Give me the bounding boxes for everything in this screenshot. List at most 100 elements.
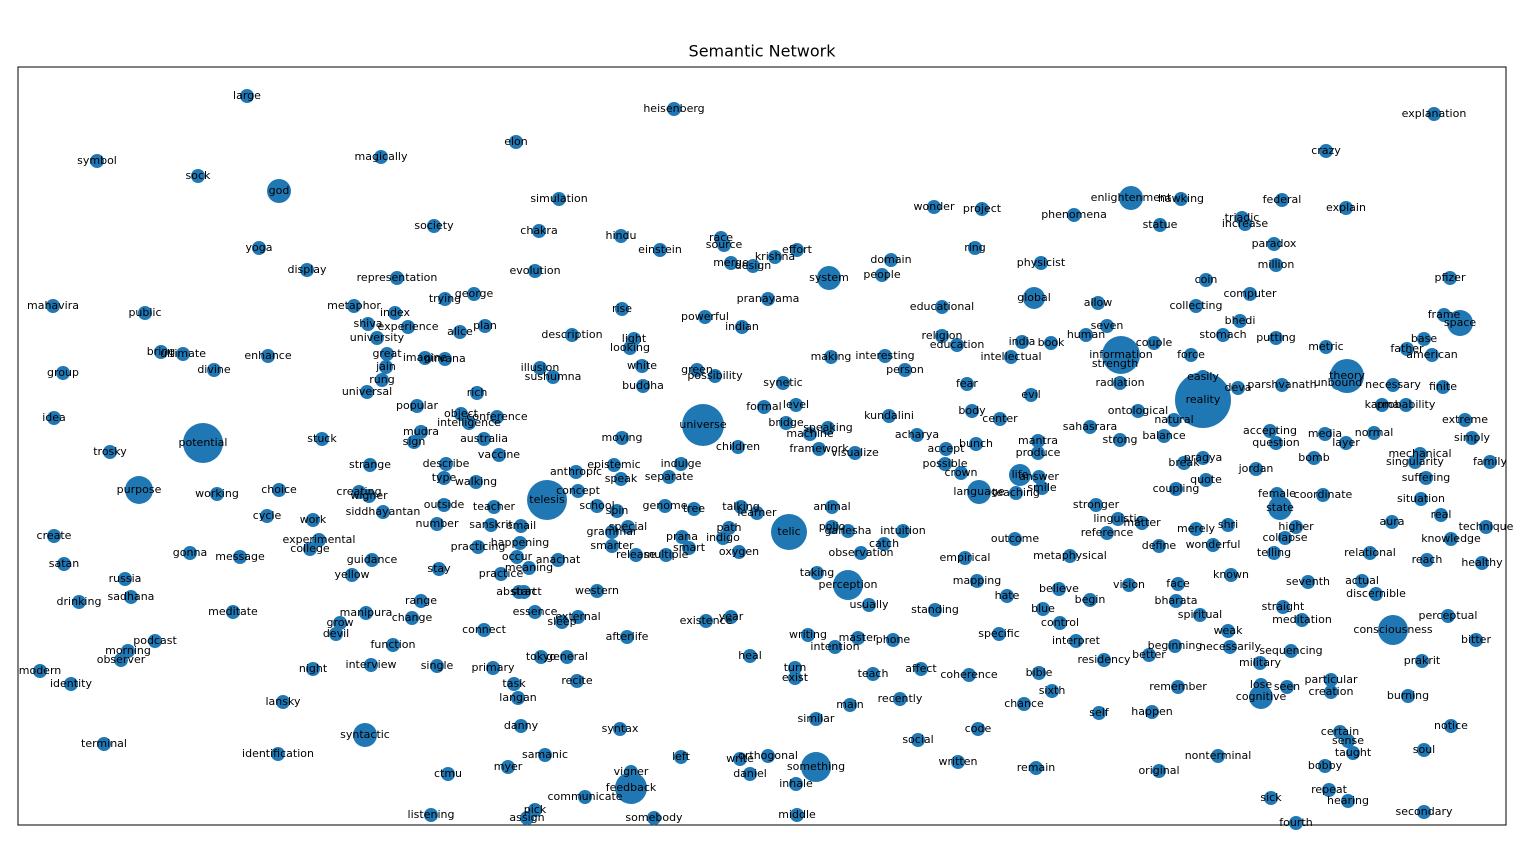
node bbox=[960, 377, 974, 391]
node-label: email bbox=[506, 519, 536, 532]
node bbox=[191, 169, 205, 183]
node bbox=[494, 567, 508, 581]
node-label: path bbox=[716, 521, 741, 534]
node-label: langan bbox=[499, 691, 536, 704]
node bbox=[1067, 208, 1081, 222]
node-label: public bbox=[128, 306, 161, 319]
node-label: sense bbox=[1332, 734, 1364, 747]
node bbox=[1339, 201, 1353, 215]
node bbox=[682, 404, 724, 446]
node bbox=[1363, 546, 1377, 560]
node bbox=[1045, 684, 1059, 698]
node bbox=[1097, 653, 1111, 667]
node bbox=[1324, 685, 1338, 699]
node-label: potential bbox=[179, 436, 228, 449]
node-label: lansky bbox=[266, 695, 301, 708]
node bbox=[1444, 532, 1458, 546]
node bbox=[1434, 508, 1448, 522]
node-label: create bbox=[37, 529, 72, 542]
node bbox=[1000, 589, 1014, 603]
node-label: inhale bbox=[779, 777, 813, 790]
node bbox=[970, 574, 984, 588]
node bbox=[801, 752, 831, 782]
node-label: myer bbox=[494, 760, 523, 773]
node bbox=[467, 287, 481, 301]
node-label: jain bbox=[375, 360, 396, 373]
node-label: devil bbox=[323, 627, 349, 640]
node bbox=[560, 650, 574, 664]
node bbox=[690, 363, 704, 377]
node-label: coherence bbox=[940, 668, 998, 681]
node bbox=[1196, 451, 1210, 465]
node bbox=[154, 345, 168, 359]
node bbox=[1249, 462, 1263, 476]
node bbox=[1437, 308, 1451, 322]
node bbox=[613, 722, 627, 736]
node bbox=[607, 458, 621, 472]
node bbox=[992, 627, 1006, 641]
node-label: manipura bbox=[340, 606, 393, 619]
node bbox=[252, 241, 266, 255]
node-label: university bbox=[350, 331, 405, 344]
node-label: light bbox=[622, 332, 647, 345]
node-label: sock bbox=[186, 169, 212, 182]
node-label: yoga bbox=[246, 241, 273, 254]
node bbox=[951, 755, 965, 769]
node bbox=[1008, 532, 1022, 546]
node-label: abstract bbox=[496, 585, 542, 598]
node bbox=[1031, 446, 1045, 460]
node bbox=[1267, 237, 1281, 251]
node bbox=[430, 659, 444, 673]
node-label: epistemic bbox=[587, 458, 640, 471]
node-label: concept bbox=[556, 484, 601, 497]
node bbox=[329, 627, 343, 641]
node-label: orthogonal bbox=[738, 749, 798, 762]
node-label: intention bbox=[810, 640, 859, 653]
node-label: description bbox=[541, 328, 602, 341]
node-label: residency bbox=[1077, 653, 1131, 666]
node-label: number bbox=[416, 517, 459, 530]
node bbox=[911, 733, 925, 747]
node-label: hate bbox=[995, 589, 1020, 602]
node bbox=[1206, 538, 1220, 552]
node-label: bhedi bbox=[1225, 314, 1256, 327]
node-label: speaking bbox=[803, 421, 853, 434]
node-label: night bbox=[299, 662, 328, 675]
node bbox=[1415, 654, 1429, 668]
node bbox=[914, 662, 928, 676]
node bbox=[965, 404, 979, 418]
node-label: necessary bbox=[1365, 378, 1421, 391]
node-label: cognitive bbox=[1236, 690, 1287, 703]
node-label: father bbox=[1390, 342, 1424, 355]
node bbox=[824, 350, 838, 364]
node bbox=[833, 570, 863, 600]
node-label: family bbox=[1473, 455, 1507, 468]
node-label: frame bbox=[1428, 308, 1461, 321]
node bbox=[379, 360, 393, 374]
node bbox=[1036, 602, 1050, 616]
node-label: anachat bbox=[536, 553, 581, 566]
node bbox=[1009, 486, 1023, 500]
node bbox=[1417, 743, 1431, 757]
node-label: book bbox=[1038, 336, 1065, 349]
node bbox=[1035, 481, 1049, 495]
node-label: language bbox=[953, 485, 1004, 498]
node-label: cycle bbox=[253, 509, 282, 522]
node-label: afterlife bbox=[606, 630, 649, 643]
node bbox=[570, 674, 584, 688]
node-label: type bbox=[432, 471, 457, 484]
node bbox=[1031, 434, 1045, 448]
node bbox=[788, 661, 802, 675]
node-label: known bbox=[1213, 568, 1249, 581]
node-label: secondary bbox=[1395, 805, 1452, 818]
node bbox=[410, 399, 424, 413]
node bbox=[510, 550, 524, 564]
node-label: syntax bbox=[602, 722, 639, 735]
node bbox=[935, 329, 949, 343]
node-label: easily bbox=[1187, 370, 1219, 383]
node bbox=[1152, 764, 1166, 778]
node bbox=[1211, 749, 1225, 763]
node bbox=[682, 541, 696, 555]
node-label: special bbox=[609, 520, 647, 533]
node-label: collecting bbox=[1169, 299, 1222, 312]
